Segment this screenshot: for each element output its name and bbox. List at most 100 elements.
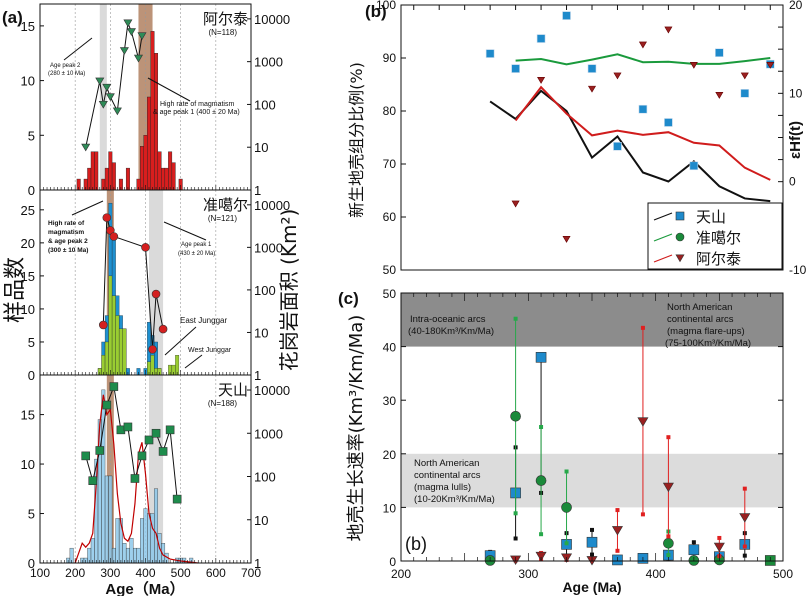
- legend-label: 准噶尔: [696, 229, 741, 247]
- y2-tick-label: 100: [254, 283, 276, 298]
- y-tick-label: 80: [383, 104, 397, 118]
- area-marker: [105, 93, 115, 102]
- y2-tick-label: 10000: [254, 198, 290, 213]
- annotation: magmatism: [48, 229, 84, 236]
- series-marker: [511, 64, 520, 73]
- band-label: (10-20Km³/Km/Ma): [414, 494, 495, 505]
- series-marker: [537, 76, 546, 84]
- area-marker: [119, 47, 129, 55]
- arrow: [184, 354, 203, 369]
- area-marker: [102, 400, 112, 410]
- error-cap: [513, 316, 518, 321]
- series-marker: [562, 235, 571, 243]
- y-tick-label: 0: [28, 368, 35, 383]
- legend-line: [653, 233, 673, 242]
- data-marker: [739, 513, 751, 523]
- series-marker: [740, 72, 749, 80]
- series-marker: [766, 61, 775, 69]
- data-marker: [510, 410, 521, 422]
- area-marker: [165, 425, 175, 435]
- error-cap: [590, 527, 594, 532]
- annotation: (300 ± 10 Ma): [48, 247, 88, 254]
- area-marker: [126, 28, 136, 36]
- data-marker: [662, 482, 674, 493]
- series-line-准噶尔: [515, 53, 771, 66]
- histogram-bar: [90, 538, 95, 564]
- y-tick-label: 0: [389, 555, 396, 569]
- arrow: [147, 77, 191, 102]
- y-tick-label: 5: [28, 507, 35, 522]
- y-axis-label: 样品数: [3, 257, 28, 323]
- area-marker: [123, 19, 133, 28]
- y-axis-label: 地壳生长速率(Km³/Km/Ma): [346, 315, 367, 542]
- y-tick-label: 25: [21, 203, 35, 218]
- error-cap: [666, 534, 671, 539]
- legend-marker: [675, 254, 685, 263]
- x-tick-label: 200: [391, 567, 411, 581]
- y-tick-label: 30: [383, 394, 397, 408]
- series-marker: [485, 49, 495, 58]
- annotation: Age peak 2: [50, 63, 81, 69]
- y-tick-label: 20: [383, 448, 397, 462]
- y2-tick-label: 1: [254, 183, 261, 198]
- y2-tick-label: 10: [789, 86, 803, 100]
- area-marker: [81, 451, 91, 461]
- panel-b-label: (b): [365, 2, 387, 21]
- area-marker: [95, 77, 105, 86]
- histogram-bar: [125, 167, 130, 191]
- west-junggar-bar: [115, 315, 120, 376]
- band-intra-oceanic: [401, 293, 783, 347]
- y2-axis-label: εHf(t): [787, 121, 804, 159]
- area-marker: [112, 107, 122, 116]
- series-marker: [715, 48, 724, 58]
- band-label: (magma lulls): [414, 482, 471, 493]
- series-marker: [511, 200, 520, 208]
- error-cap: [666, 553, 671, 558]
- legend-label: 阿尔泰: [696, 250, 741, 268]
- data-marker: [611, 526, 623, 536]
- west-junggar-bar: [118, 328, 123, 376]
- arrow: [71, 200, 104, 216]
- annotation: East Junggar: [180, 316, 227, 325]
- legend-marker: [675, 211, 685, 221]
- x-tick-label: 100: [30, 566, 50, 580]
- error-cap: [742, 486, 747, 491]
- area-marker: [102, 213, 112, 222]
- band-label: (40-180Km³/Km/Ma): [408, 326, 494, 337]
- x-tick-label: 500: [773, 567, 793, 581]
- y2-tick-label: -10: [789, 263, 806, 277]
- area-marker: [141, 243, 150, 252]
- histogram-bar: [111, 162, 116, 191]
- error-cap: [564, 541, 569, 546]
- west-junggar-bar: [104, 341, 109, 376]
- band-magma-lulls: [401, 453, 783, 508]
- series-marker: [740, 89, 750, 98]
- histogram-bar: [115, 518, 120, 564]
- band-label: Intra-oceanic arcs: [410, 314, 486, 325]
- y-axis-label: 新生地壳组分比例(%): [347, 62, 366, 218]
- y-tick-label: 10: [383, 501, 397, 515]
- legend-line: [653, 212, 673, 221]
- legend-line: [653, 254, 673, 263]
- y2-tick-label: 100: [254, 97, 276, 112]
- histogram-bar: [129, 538, 134, 564]
- series-marker: [715, 92, 724, 99]
- area-marker: [158, 447, 168, 456]
- histogram-bar: [87, 167, 92, 191]
- series-marker: [536, 34, 546, 43]
- series-marker: [638, 104, 648, 114]
- x-axis-label: Age（Ma）: [105, 580, 184, 596]
- histogram-bar: [108, 151, 113, 191]
- n-label: (N=118): [208, 28, 237, 37]
- band-label: continental arcs: [414, 470, 481, 481]
- inset-label: (b): [405, 534, 427, 554]
- y-tick-label: 0: [28, 183, 35, 198]
- histogram-bar: [90, 151, 95, 191]
- y-tick-label: 15: [21, 408, 35, 423]
- error-cap: [539, 532, 544, 537]
- data-marker: [663, 538, 674, 549]
- histogram-bar: [164, 167, 169, 191]
- series-line-阿尔泰: [514, 85, 771, 181]
- area-marker: [130, 474, 140, 483]
- x-tick-label: 500: [171, 566, 191, 580]
